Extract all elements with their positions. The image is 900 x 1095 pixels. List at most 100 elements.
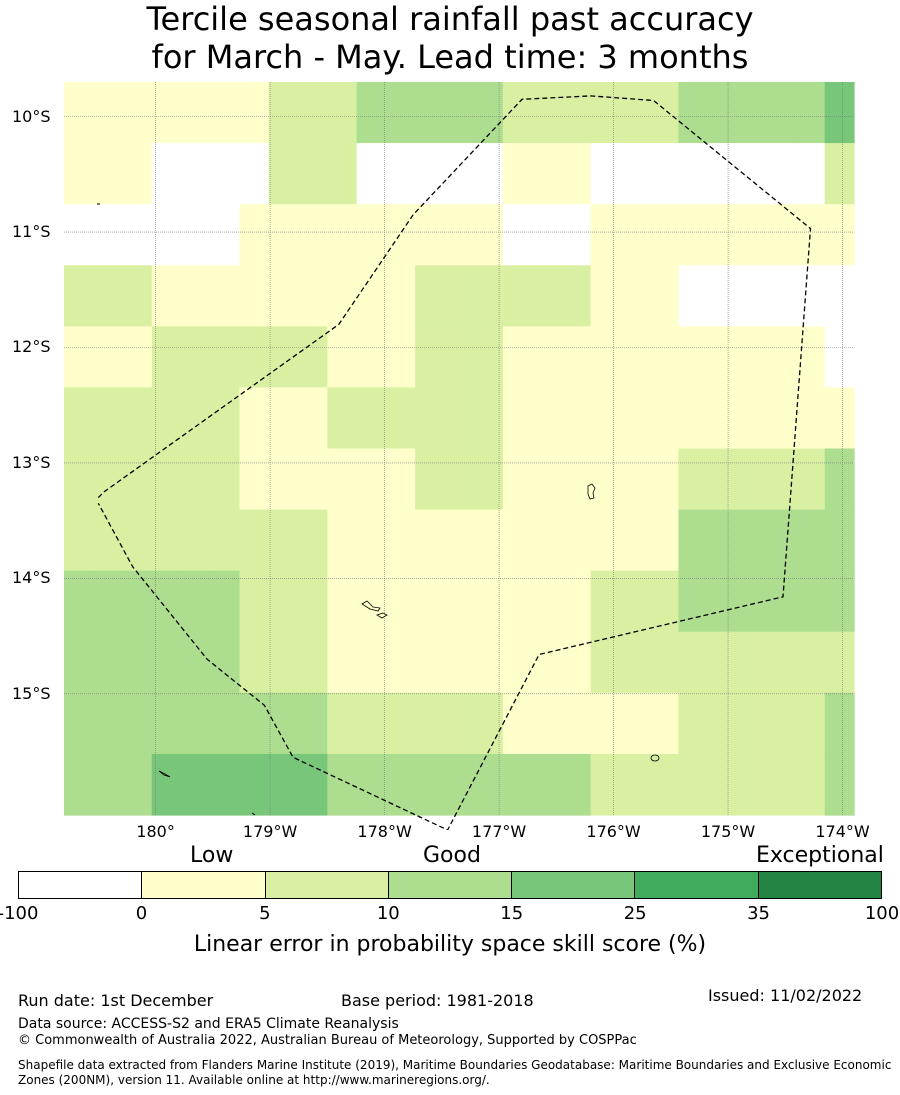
- grid-cell: [151, 143, 182, 205]
- grid-cell: [181, 448, 211, 511]
- grid-cell: [151, 204, 182, 266]
- grid-cell: [415, 204, 445, 266]
- grid-cell: [181, 82, 211, 144]
- latitude-label: 12°S: [12, 337, 51, 357]
- grid-cell: [64, 204, 94, 266]
- grid-cell: [210, 692, 241, 755]
- grid-cell: [590, 448, 621, 511]
- grid-cell: [619, 204, 650, 266]
- grid-cell: [210, 387, 241, 450]
- category-low: Low: [190, 843, 234, 868]
- grid-cell: [327, 448, 358, 511]
- grid-cell: [268, 692, 299, 755]
- grid-cell: [736, 265, 767, 327]
- grid-cell: [356, 692, 387, 755]
- grid-cell: [766, 509, 797, 572]
- grid-cell: [795, 82, 826, 144]
- grid-cell: [649, 204, 680, 266]
- grid-cell: [385, 631, 416, 694]
- grid-cell: [707, 509, 738, 572]
- grid-cell: [795, 387, 826, 450]
- grid-cell: [415, 82, 445, 144]
- grid-cell: [532, 448, 563, 511]
- grid-cell: [590, 143, 621, 205]
- grid-cell: [649, 143, 680, 205]
- grid-cell: [239, 265, 270, 327]
- grid-cell: [619, 448, 650, 511]
- grid-cell: [795, 326, 826, 389]
- grid-cell: [502, 82, 533, 144]
- grid-cell: [473, 326, 504, 389]
- grid-cell: [590, 82, 621, 144]
- grid-cell: [356, 631, 387, 694]
- grid-cell: [268, 509, 299, 572]
- copyright: © Commonwealth of Australia 2022, Austra…: [18, 1033, 637, 1048]
- grid-cell: [122, 692, 153, 755]
- grid-cell: [239, 631, 270, 694]
- grid-cell: [707, 692, 738, 755]
- grid-cell: [93, 387, 124, 450]
- grid-cell: [590, 753, 621, 816]
- grid-cell: [532, 143, 563, 205]
- grid-cell: [93, 448, 124, 511]
- grid-cell: [356, 82, 387, 144]
- grid-cell: [181, 265, 211, 327]
- islands: [97, 203, 660, 816]
- grid-cell: [590, 265, 621, 327]
- grid-cell: [64, 265, 94, 327]
- longitude-label: 175°W: [700, 822, 756, 841]
- colorbar-title: Linear error in probability space skill …: [193, 932, 707, 957]
- grid-cell: [590, 204, 621, 266]
- grid-cell: [561, 692, 592, 755]
- grid-cell: [415, 265, 445, 327]
- grid-cell: [678, 387, 709, 450]
- colorbar: [18, 871, 882, 899]
- grid-cell: [707, 326, 738, 389]
- grid-cell: [122, 448, 153, 511]
- grid-cell: [795, 509, 826, 572]
- grid-cell: [327, 631, 358, 694]
- grid-cell: [356, 448, 387, 511]
- run-date: Run date: 1st December: [18, 991, 214, 1010]
- grid-cell: [210, 326, 241, 389]
- latitude-label: 14°S: [12, 568, 51, 588]
- grid-cell: [298, 570, 328, 633]
- grid-cell: [181, 387, 211, 450]
- grid-cell: [795, 448, 826, 511]
- grid-cell: [151, 692, 182, 755]
- grid-cell: [64, 631, 94, 694]
- grid-cell: [766, 326, 797, 389]
- colorbar-tick-label: 10: [376, 903, 400, 924]
- grid-cell: [619, 143, 650, 205]
- grid-cell: [444, 692, 475, 755]
- grid-cell: [561, 326, 592, 389]
- grid-cell: [122, 387, 153, 450]
- longitude-label: 176°W: [586, 822, 641, 841]
- grid-cell: [327, 265, 358, 327]
- grid-cell: [824, 631, 855, 694]
- longitude-label: 178°W: [357, 822, 412, 841]
- colorbar-tick-label: 35: [747, 903, 771, 924]
- grid-cell: [619, 570, 650, 633]
- eez-boundary: [97, 95, 812, 830]
- island-icon: [376, 612, 388, 619]
- grid-cell: [444, 326, 475, 389]
- grid-cell: [415, 448, 445, 511]
- grid-cell: [649, 265, 680, 327]
- grid-cell: [561, 448, 592, 511]
- grid-cell: [415, 692, 445, 755]
- grid-cell: [532, 753, 563, 816]
- grid-cell: [415, 143, 445, 205]
- grid-cell: [239, 204, 270, 266]
- grid-cell: [473, 692, 504, 755]
- grid-cell: [532, 570, 563, 633]
- grid-cell: [356, 387, 387, 450]
- grid-cell: [327, 204, 358, 266]
- grid-cell: [327, 82, 358, 144]
- grid-cell: [268, 448, 299, 511]
- grid-cell: [707, 204, 738, 266]
- grid-cell: [93, 143, 124, 205]
- grid-cell: [415, 387, 445, 450]
- grid-cell: [502, 448, 533, 511]
- grid-cell: [385, 387, 416, 450]
